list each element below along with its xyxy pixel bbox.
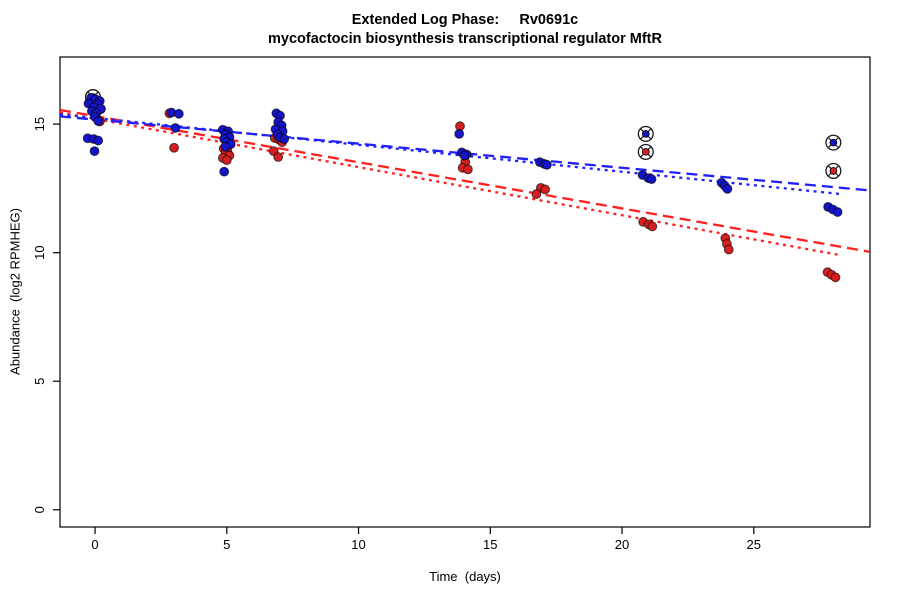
chart-subtitle: mycofactocin biosynthesis transcriptiona… bbox=[268, 31, 662, 47]
data-point-blue-points bbox=[646, 174, 657, 185]
data-point-blue-points bbox=[173, 108, 184, 119]
data-point-red-points bbox=[723, 244, 734, 255]
x-tick-label: 15 bbox=[483, 537, 497, 552]
flagged-blue-day28-dot bbox=[829, 138, 838, 147]
x-tick-label: 5 bbox=[223, 537, 230, 552]
data-point-blue-points bbox=[93, 135, 104, 146]
data-point-blue-points bbox=[542, 159, 552, 170]
x-axis-label: Time (days) bbox=[429, 569, 501, 584]
data-point-blue-points bbox=[279, 134, 290, 144]
flagged-blue-day21-dot bbox=[641, 130, 650, 138]
data-point-blue-points bbox=[722, 183, 733, 194]
y-tick-label: 10 bbox=[32, 245, 47, 259]
red-trend-dashed bbox=[59, 108, 871, 254]
blue-trend-dotted bbox=[59, 113, 841, 196]
data-point-blue-points bbox=[170, 123, 181, 133]
data-point-blue-points bbox=[459, 150, 470, 161]
plot-box bbox=[59, 56, 871, 528]
data-point-red-points bbox=[221, 155, 232, 166]
x-tick-label: 10 bbox=[351, 537, 365, 552]
data-point-red-points bbox=[830, 272, 841, 283]
data-point-blue-points bbox=[93, 116, 104, 126]
red-trend-dotted bbox=[59, 111, 841, 257]
data-point-blue-points bbox=[832, 207, 843, 217]
flagged-red-day28-dot bbox=[829, 167, 838, 175]
data-point-red-points bbox=[462, 164, 473, 175]
y-tick-label: 5 bbox=[32, 378, 47, 385]
data-point-blue-points bbox=[219, 166, 230, 177]
data-point-blue-points bbox=[454, 128, 465, 139]
data-point-red-points bbox=[169, 142, 179, 153]
data-point-red-points bbox=[540, 184, 551, 195]
data-point-blue-points bbox=[220, 141, 231, 152]
x-tick-label: 0 bbox=[91, 537, 98, 552]
data-point-red-points bbox=[273, 152, 284, 162]
chart-title: Extended Log Phase: Rv0691c bbox=[351, 12, 579, 28]
y-tick-label: 0 bbox=[32, 506, 47, 513]
flagged-red-day21-dot bbox=[641, 148, 650, 156]
x-tick-label: 20 bbox=[615, 537, 629, 552]
x-tick-label: 25 bbox=[747, 537, 761, 552]
data-point-blue-points bbox=[89, 146, 100, 157]
y-tick-label: 15 bbox=[32, 117, 47, 131]
data-point-red-points bbox=[647, 221, 658, 232]
data-point-red-points bbox=[531, 189, 542, 199]
